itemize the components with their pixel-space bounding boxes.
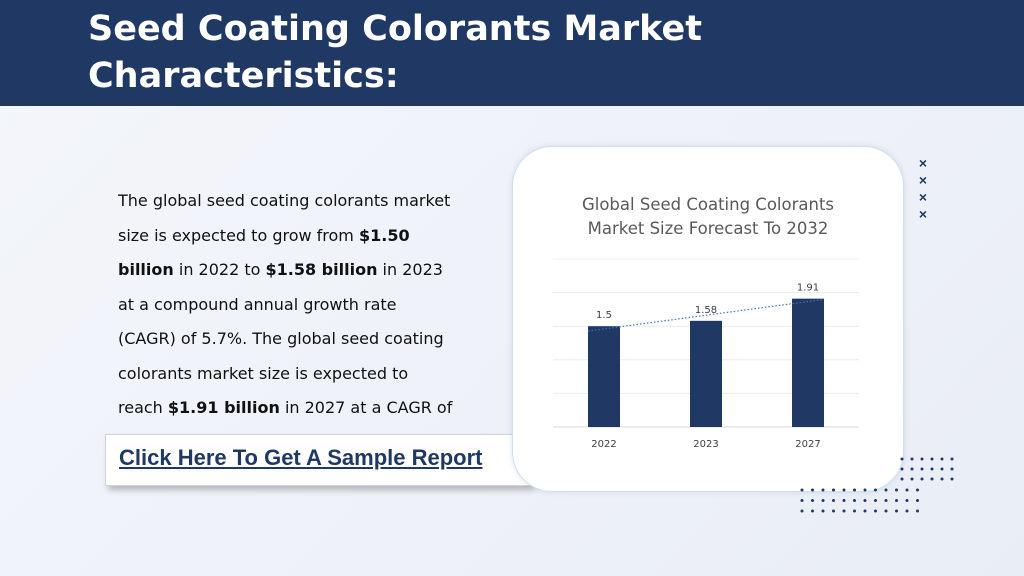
highlight-2027-value: $1.91 billion (167, 398, 280, 417)
decor-dot (842, 509, 846, 513)
decor-dot (874, 488, 877, 492)
data-label-2023: 1.58 (695, 305, 717, 316)
sample-report-button[interactable]: Click Here To Get A Sample Report (105, 434, 531, 486)
x-tick-label-2023: 2023 (693, 439, 718, 450)
x-mark-icon: × (918, 206, 928, 222)
chart-title-line2: Market Size Forecast To 2032 (587, 219, 829, 238)
decor-dot (905, 509, 909, 513)
decor-dot (916, 499, 919, 502)
decor-dot (900, 467, 904, 471)
decor-dot (842, 488, 846, 492)
description-text: in 2022 to (173, 260, 266, 279)
decor-dot (863, 509, 867, 513)
decor-dot (832, 488, 835, 492)
description-text: in 2023 at a compound annual growth rate… (118, 260, 444, 417)
x-tick-label-2027: 2027 (795, 439, 820, 450)
highlight-2023-value: $1.58 billion (265, 260, 378, 279)
bar-2023 (690, 320, 722, 427)
decor-dot (905, 488, 909, 492)
bar-2027 (792, 298, 824, 427)
decor-dot (895, 499, 898, 502)
decor-dot (884, 488, 888, 492)
decor-dot (821, 509, 825, 513)
decor-dot (832, 509, 835, 513)
decor-dot (895, 509, 898, 513)
decor-dot (930, 477, 934, 481)
chart-card: Global Seed Coating Colorants Market Siz… (512, 146, 904, 492)
x-mark-icon: × (918, 189, 928, 205)
decor-dot (874, 499, 877, 502)
dot-grid-decoration (900, 457, 954, 481)
decor-dot (940, 477, 944, 481)
chart-title-line1: Global Seed Coating Colorants (581, 195, 835, 214)
chart-title: Global Seed Coating Colorants Market Siz… (513, 193, 903, 241)
decor-dot (930, 457, 934, 461)
decor-dot (895, 488, 898, 492)
decor-dot (853, 499, 856, 502)
decor-dot (863, 488, 867, 492)
decor-dot (853, 488, 856, 492)
decor-dot (940, 457, 944, 461)
data-label-2027: 1.91 (797, 283, 819, 294)
bar-chart: 1.5 2022 1.58 2023 1.91 2027 (553, 258, 859, 450)
decor-dot (884, 499, 888, 502)
decor-dot (920, 467, 924, 471)
x-mark-icon: × (918, 172, 928, 188)
decor-dot (832, 499, 835, 502)
page-title: Seed Coating Colorants Market Characteri… (88, 6, 788, 100)
decor-dot (910, 477, 914, 481)
dot-grid-decoration (800, 488, 919, 513)
decor-dot (821, 488, 825, 492)
decor-dot (920, 477, 924, 481)
decor-dot (811, 488, 814, 492)
x-mark-icon: × (918, 155, 928, 171)
sample-report-link[interactable]: Click Here To Get A Sample Report (119, 445, 483, 470)
decor-dot (874, 509, 877, 513)
decor-dot (821, 499, 825, 502)
decor-dot (916, 488, 919, 492)
decor-dot (940, 467, 944, 471)
decor-dot (800, 509, 804, 513)
x-marks-decoration: × × × × (916, 155, 930, 223)
decor-dot (863, 499, 867, 502)
decor-dot (800, 488, 804, 492)
decor-dot (910, 467, 914, 471)
decor-dot (905, 499, 909, 502)
decor-dot (920, 457, 924, 461)
decor-dot (853, 509, 856, 513)
decor-dot (800, 499, 804, 502)
highlight-2022-value: $1.50 billion (118, 225, 410, 280)
page-title-line2: Characteristics: (88, 56, 399, 96)
bar-2022 (588, 326, 620, 427)
decor-dot (950, 457, 954, 461)
decor-dot (811, 499, 814, 502)
x-tick-label-2022: 2022 (591, 439, 616, 450)
decor-dot (842, 499, 846, 502)
decor-dot (910, 457, 914, 461)
decor-dot (930, 467, 934, 471)
decor-dot (811, 509, 814, 513)
decor-dot (900, 477, 904, 481)
decor-dot (916, 509, 919, 513)
description-text: The global seed coating colorants market… (118, 191, 451, 245)
decor-dot (900, 457, 904, 461)
header-bar: Seed Coating Colorants Market Characteri… (0, 0, 1024, 106)
data-label-2022: 1.5 (596, 310, 612, 321)
page-title-line1: Seed Coating Colorants Market (88, 9, 702, 49)
decor-dot (950, 467, 954, 471)
trendline (587, 298, 825, 332)
decor-dot (950, 477, 954, 481)
market-description: The global seed coating colorants market… (118, 184, 458, 460)
decor-dot (884, 509, 888, 513)
